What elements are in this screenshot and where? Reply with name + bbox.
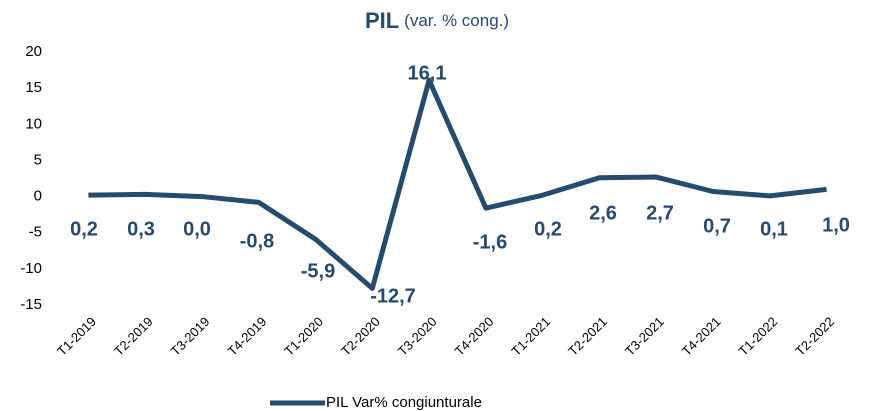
x-tick-label: T4-2019 [224, 314, 269, 359]
y-tick-label: -15 [20, 296, 42, 313]
x-tick-label: T1-2019 [54, 314, 99, 359]
x-tick-label: T2-2021 [565, 314, 610, 359]
x-tick-label: T3-2020 [395, 314, 440, 359]
data-label: 0,2 [534, 218, 562, 240]
y-tick-label: 0 [34, 188, 42, 205]
data-label: 0,3 [127, 218, 155, 240]
data-label: 0,7 [703, 215, 731, 237]
x-tick-label: T3-2021 [622, 314, 667, 359]
x-tick-label: T1-2022 [736, 314, 781, 359]
x-tick-label: T1-2021 [508, 314, 553, 359]
x-tick-label: T3-2019 [168, 314, 213, 359]
chart-subtitle: (var. % cong.) [404, 11, 509, 30]
y-tick-label: 20 [25, 43, 42, 60]
y-tick-label: 5 [34, 151, 42, 168]
chart-title-group: PIL (var. % cong.) [365, 8, 509, 33]
y-tick-label: -10 [20, 260, 42, 277]
y-tick-label: 15 [25, 79, 42, 96]
x-tick-label: T2-2022 [792, 314, 837, 359]
data-label: 2,7 [646, 202, 674, 224]
data-label: 0,1 [760, 218, 788, 240]
data-label: 16,1 [408, 62, 447, 84]
y-tick-label: 10 [25, 115, 42, 132]
data-line [88, 77, 827, 291]
data-label: -12,7 [370, 285, 416, 307]
data-label: -0,8 [240, 230, 274, 252]
data-label: 2,6 [589, 202, 617, 224]
x-tick-label: T1-2020 [281, 314, 326, 359]
data-label: 0,2 [70, 218, 98, 240]
x-tick-label: T4-2020 [452, 314, 497, 359]
y-tick-label: -5 [29, 224, 42, 241]
legend-label: PIL Var% congiunturale [326, 394, 482, 411]
chart-title: PIL [365, 8, 399, 33]
data-label: -5,9 [301, 260, 335, 282]
data-label: 1,0 [822, 214, 850, 236]
x-tick-label: T4-2021 [679, 314, 724, 359]
data-label: -1,6 [473, 231, 507, 253]
x-tick-label: T2-2019 [111, 314, 156, 359]
x-tick-label: T2-2020 [338, 314, 383, 359]
data-label: 0,0 [183, 218, 211, 240]
